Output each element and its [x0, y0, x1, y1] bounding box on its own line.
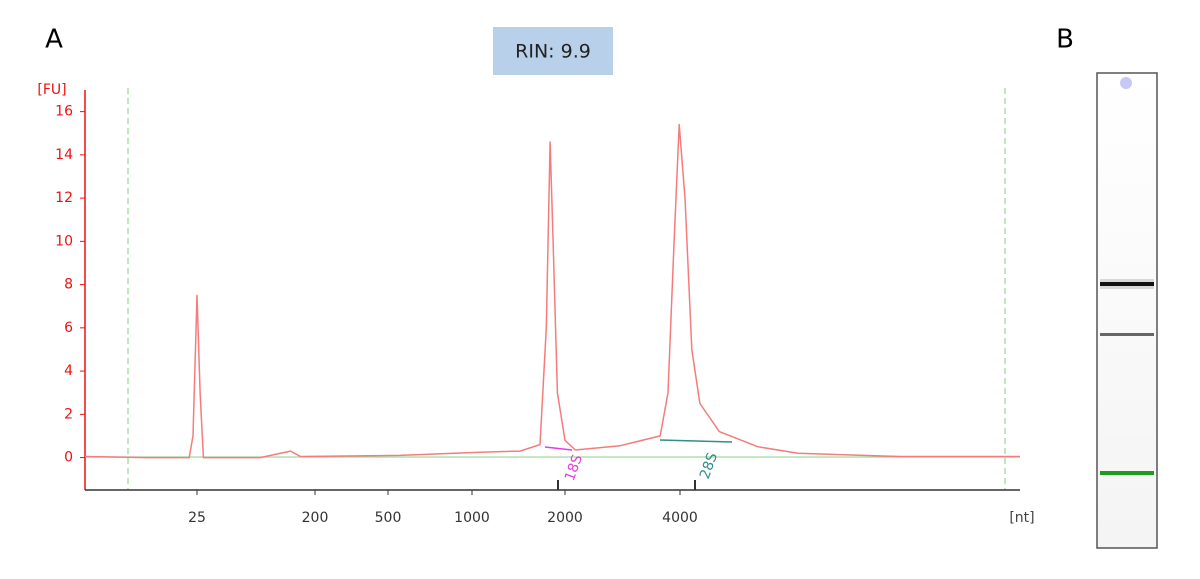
x-tick-label: 200: [302, 510, 329, 526]
y-tick-label: 2: [64, 406, 73, 422]
x-tick-label: 2000: [547, 510, 583, 526]
y-axis-label: [FU]: [37, 82, 66, 98]
x-tick-label: 25: [188, 510, 206, 526]
gel-band: [1100, 282, 1154, 286]
y-tick-label: 8: [64, 277, 73, 293]
panel-label: B: [1056, 25, 1074, 55]
y-tick-label: 16: [55, 104, 73, 120]
rin-box: [493, 27, 613, 75]
y-tick-label: 4: [64, 363, 73, 379]
x-tick-label: 1000: [454, 510, 490, 526]
peak-baseline: [544, 446, 573, 451]
y-tick-label: 0: [64, 450, 73, 466]
gel-lane-frame: [1096, 72, 1158, 549]
y-tick-label: 14: [55, 147, 73, 163]
x-tick-label: 4000: [662, 510, 698, 526]
gel-lane: [1096, 72, 1158, 549]
trace: [84, 123, 1020, 459]
peak-baseline: [659, 439, 733, 443]
rin-label: RIN: 9.9: [515, 41, 591, 63]
x-axis-label: [nt]: [1009, 510, 1034, 526]
y-tick-label: 12: [55, 190, 73, 206]
x-tick-label: 500: [375, 510, 402, 526]
gel-band: [1100, 333, 1154, 336]
gel-band: [1100, 471, 1154, 475]
y-tick-label: 10: [55, 233, 73, 249]
gel-marker-dot: [1120, 77, 1132, 89]
panel-label: A: [45, 25, 63, 55]
peak-label: 28S: [697, 451, 721, 482]
y-tick-label: 6: [64, 320, 73, 336]
